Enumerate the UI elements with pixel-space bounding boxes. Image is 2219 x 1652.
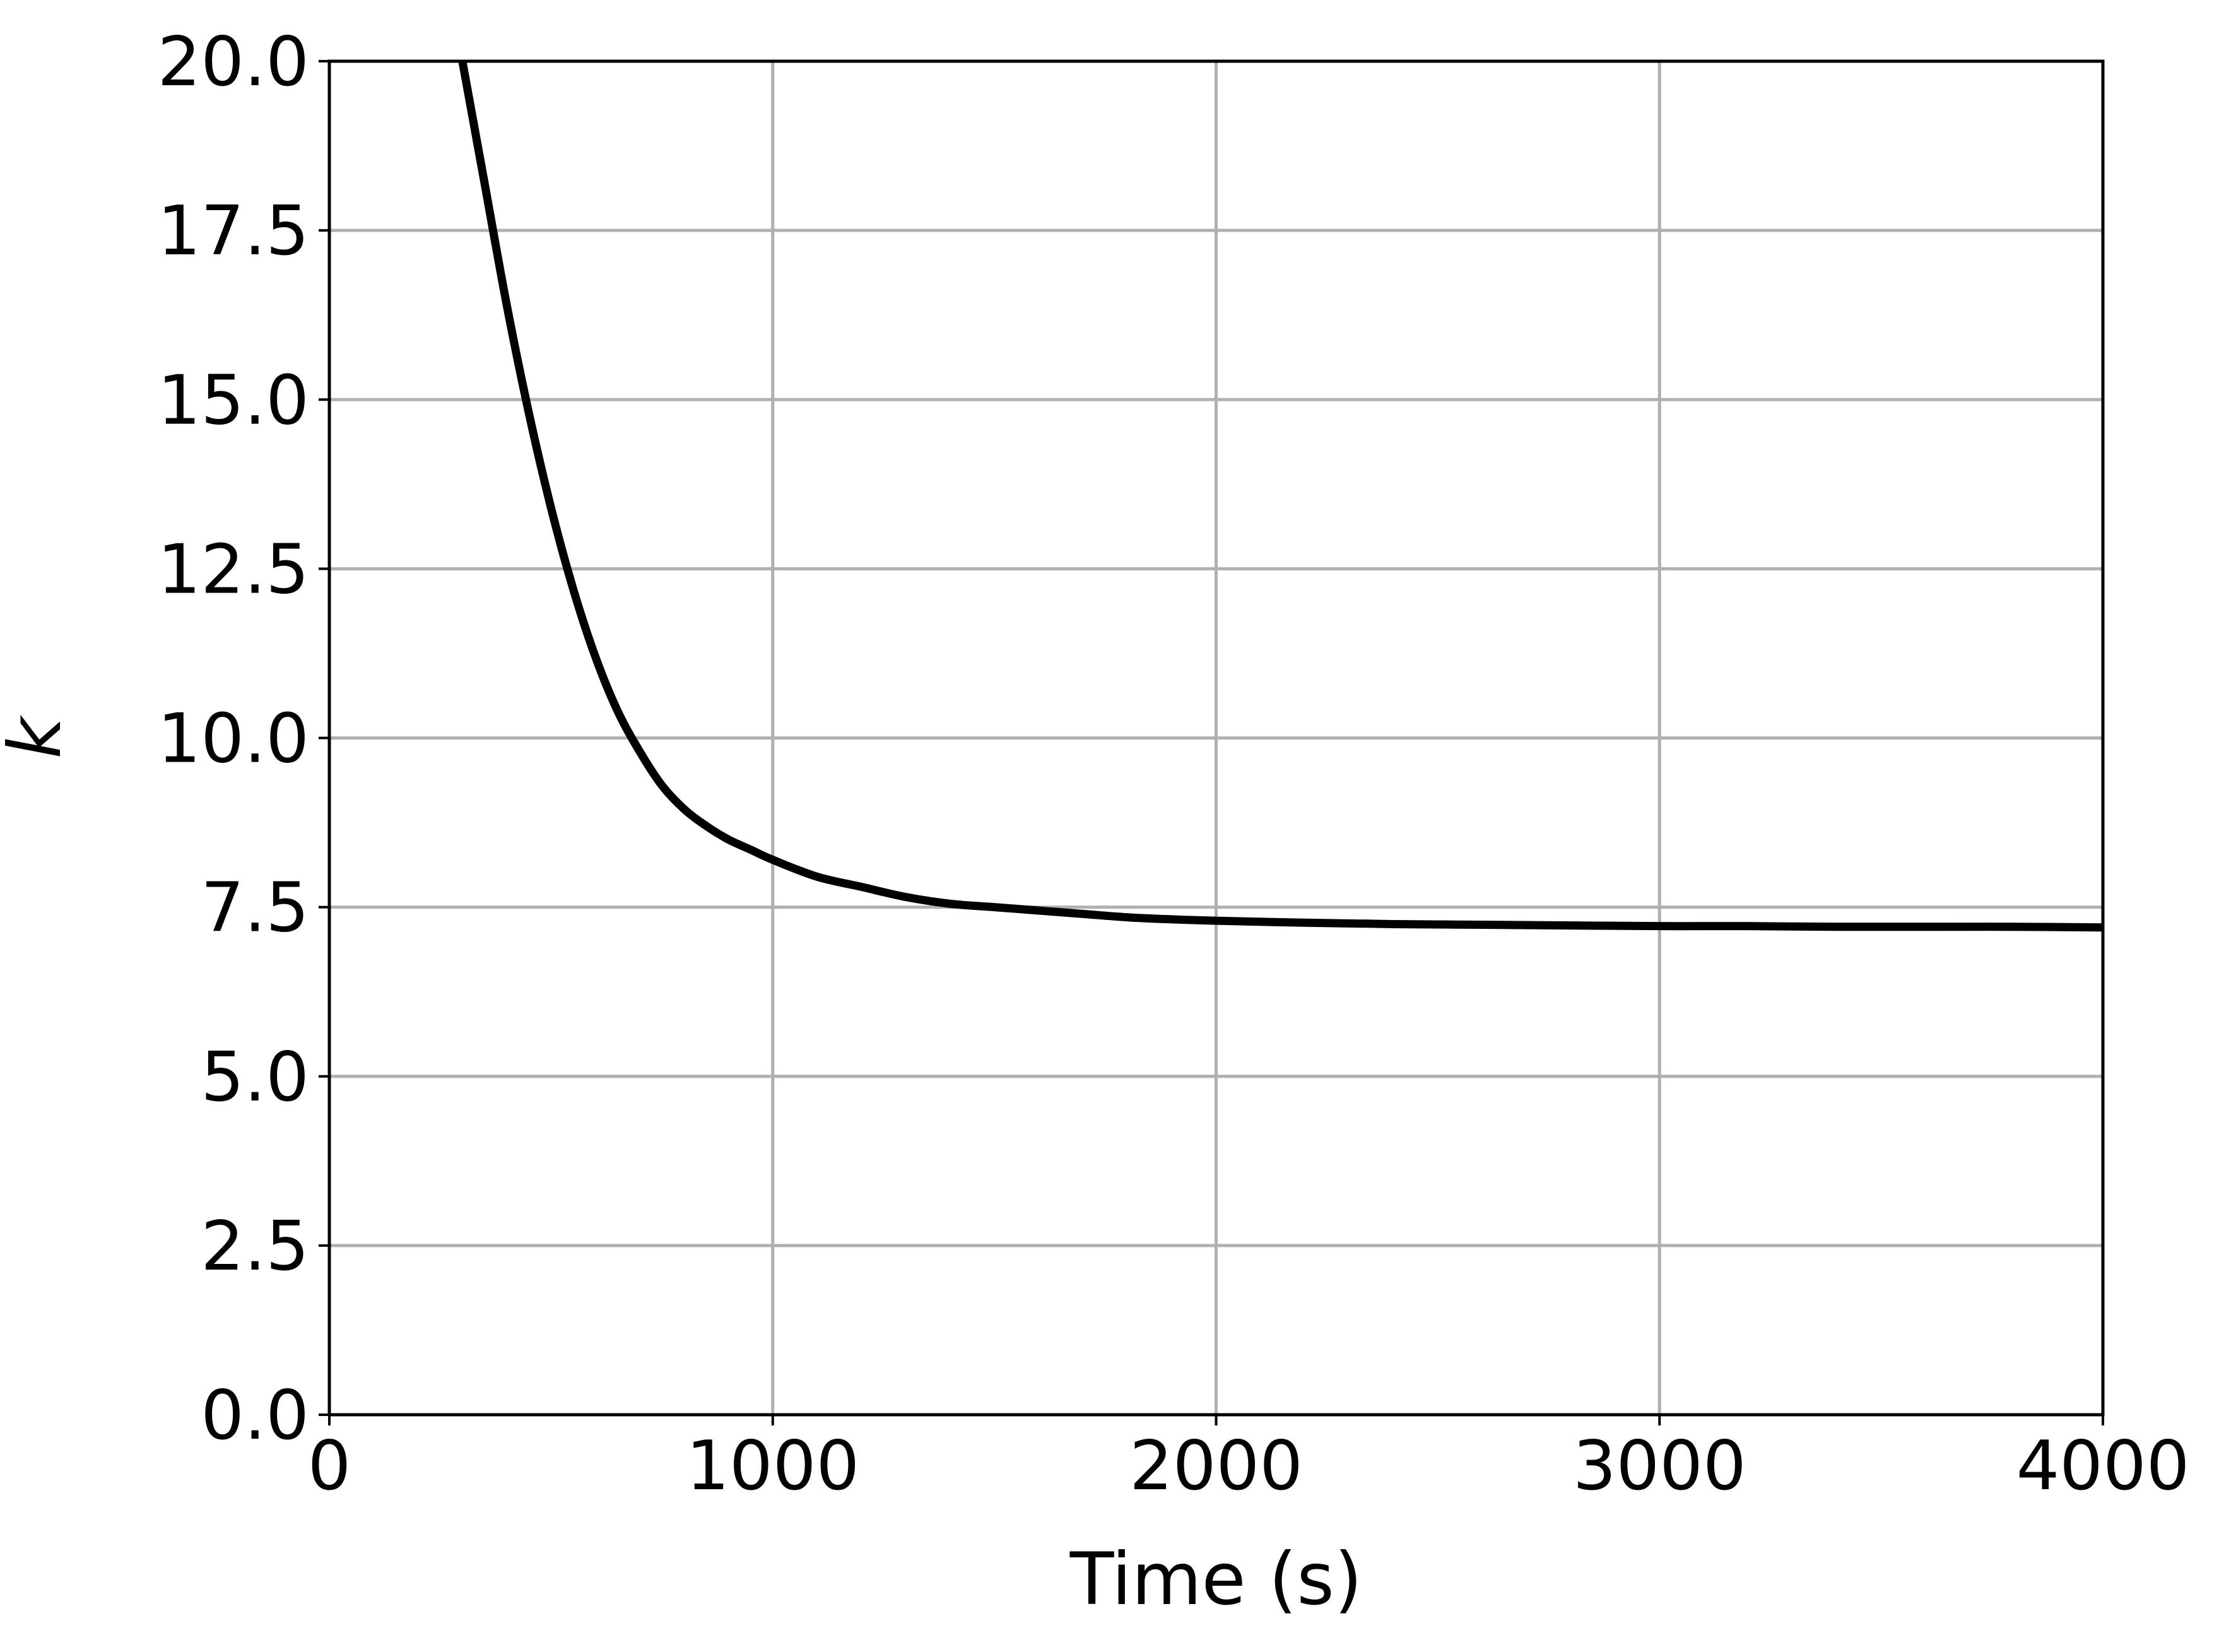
x-tick-label: 1000: [686, 1427, 859, 1506]
y-tick-label: 2.5: [201, 1207, 309, 1286]
plot-lines: [458, 61, 2103, 932]
y-tick-label: 15.0: [158, 361, 309, 440]
labels: Time (s) k: [0, 715, 1362, 1621]
x-tick-label: 4000: [2016, 1427, 2190, 1506]
y-tick-label: 7.5: [201, 869, 309, 948]
y-tick-label: 17.5: [158, 192, 309, 271]
y-tick-label: 5.0: [201, 1038, 309, 1117]
y-tick-label: 20.0: [158, 23, 309, 102]
y-axis-label: k: [0, 715, 77, 759]
x-tick-label: 2000: [1129, 1427, 1303, 1506]
y-tick-label: 12.5: [158, 530, 309, 609]
x-tick-label: 0: [308, 1427, 351, 1506]
series-line: [458, 61, 2103, 932]
y-tick-label: 0.0: [201, 1376, 309, 1455]
y-tick-label: 10.0: [158, 700, 309, 779]
ticks: 0 1000 2000 3000 4000 0.0 2.5 5.0 7.5 10.0 12.5 15.…: [158, 23, 2190, 1506]
x-tick-label: 3000: [1573, 1427, 1746, 1506]
x-axis-label: Time (s): [1069, 1537, 1363, 1621]
